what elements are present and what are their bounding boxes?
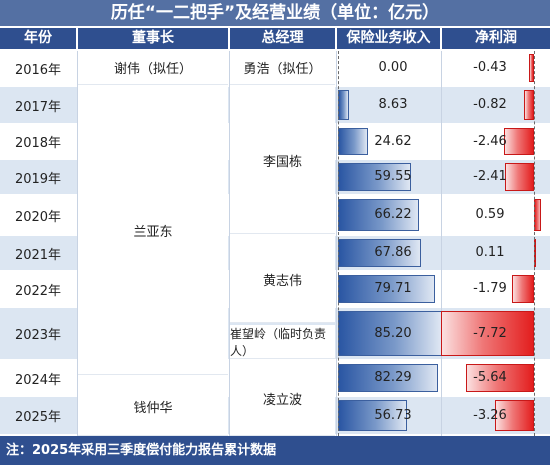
year-cell: 2021年 [14, 247, 62, 263]
column-divider [77, 51, 78, 436]
year-cell: 2024年 [14, 372, 62, 388]
chairman-cell: 兰亚东 [78, 87, 228, 375]
revenue-bar [338, 275, 436, 303]
profit-value: -5.64 [473, 370, 507, 385]
revenue-value: 66.22 [374, 207, 412, 222]
revenue-value: 24.62 [374, 133, 412, 149]
profit-value: -7.72 [473, 325, 507, 341]
revenue-bar [338, 311, 442, 356]
table-title: 历任“一二把手”及经营业绩（单位：亿元） [0, 0, 550, 26]
profit-bar [466, 364, 534, 392]
revenue-axis [338, 51, 339, 436]
gm-cell: 李国栋 [230, 87, 335, 234]
gm-cell: 凌立波 [230, 361, 335, 436]
profit-value: -2.41 [473, 169, 507, 184]
year-cell: 2018年 [14, 136, 62, 151]
profit-value: -3.26 [473, 407, 507, 423]
year-cell: 2025年 [14, 410, 62, 425]
profit-value: -2.46 [473, 133, 507, 149]
revenue-bar [338, 364, 439, 392]
profit-value: -0.82 [473, 97, 507, 112]
year-cell: 2022年 [14, 283, 62, 299]
profit-axis [534, 51, 535, 436]
header-gm: 总经理 [230, 28, 335, 49]
column-divider [441, 51, 442, 436]
profit-bar [512, 275, 534, 303]
profit-bar [528, 54, 534, 82]
revenue-bar [338, 128, 369, 155]
revenue-value: 0.00 [378, 60, 408, 75]
header-year: 年份 [0, 28, 76, 49]
year-cell: 2020年 [14, 209, 62, 225]
revenue-bar [338, 163, 411, 191]
profit-value: 0.59 [475, 207, 505, 222]
revenue-bar [338, 400, 408, 431]
profit-bar [524, 90, 534, 120]
column-divider [336, 51, 337, 436]
revenue-value: 8.63 [378, 97, 408, 112]
revenue-bar [338, 199, 419, 231]
gm-cell: 崔望岭（临时负责人） [230, 325, 335, 359]
year-cell: 2016年 [14, 62, 62, 78]
profit-value: 0.11 [475, 245, 505, 260]
year-cell: 2023年 [14, 328, 62, 343]
header-profit: 净利润 [442, 28, 550, 49]
revenue-value: 56.73 [374, 407, 412, 423]
profit-bar [494, 400, 534, 431]
footnote: 注：2025年采用三季度偿付能力报告累计数据 [0, 436, 550, 465]
year-cell: 2019年 [14, 171, 62, 187]
profit-bar [504, 128, 534, 155]
profit-bar [534, 199, 542, 231]
revenue-value: 67.86 [374, 245, 412, 260]
profit-value: -1.79 [473, 281, 507, 296]
column-divider [229, 51, 230, 436]
revenue-value: 59.55 [374, 169, 412, 184]
header-chairman: 董事长 [78, 28, 228, 49]
revenue-value: 85.20 [374, 325, 412, 341]
header-revenue: 保险业务收入 [337, 28, 440, 49]
year-cell: 2017年 [14, 99, 62, 115]
revenue-value: 82.29 [374, 370, 412, 385]
revenue-value: 79.71 [374, 281, 412, 296]
profit-bar [441, 311, 534, 356]
chairman-cell: 钱仲华 [78, 377, 228, 436]
revenue-bar [338, 239, 421, 267]
gm-cell: 勇浩（拟任） [230, 51, 335, 85]
profit-value: -0.43 [473, 60, 507, 75]
gm-cell: 黄志伟 [230, 236, 335, 323]
chairman-cell: 谢伟（拟任） [78, 51, 228, 85]
profit-bar [504, 163, 534, 191]
revenue-bar [338, 90, 349, 120]
